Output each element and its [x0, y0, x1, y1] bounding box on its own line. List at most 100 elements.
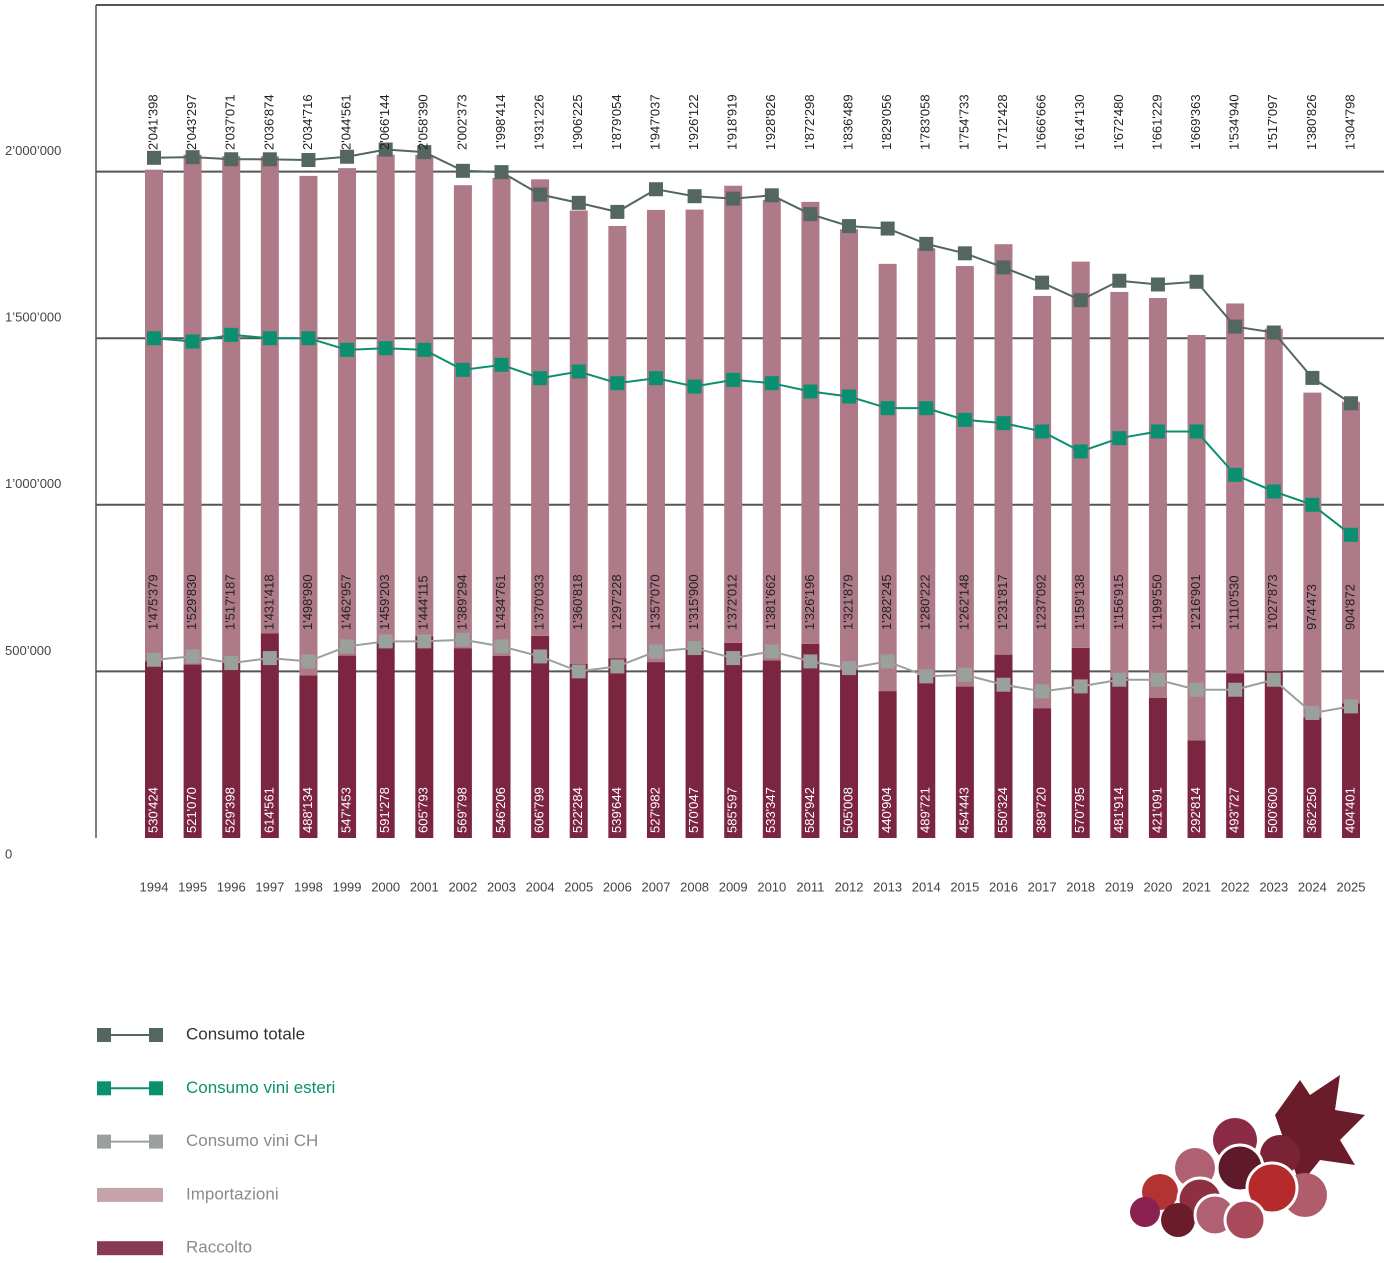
value-label: 1'879'054 — [609, 94, 624, 150]
value-label: 1'237'092 — [1034, 574, 1049, 630]
line-marker — [764, 644, 779, 659]
line-marker — [1150, 277, 1165, 292]
bar-segment — [183, 664, 202, 838]
bar-segment — [569, 663, 588, 838]
value-label: 1'529'830 — [184, 574, 199, 630]
bar-segment — [1110, 677, 1129, 838]
value-label: 1'304'798 — [1342, 94, 1357, 150]
value-label: 488'134 — [300, 787, 315, 833]
value-label: 1'370'033 — [532, 574, 547, 630]
line-marker — [1035, 684, 1050, 699]
value-label: 1'498'980 — [300, 574, 315, 630]
x-tick-label: 2007 — [642, 879, 671, 894]
value-label: 1'872'298 — [802, 94, 817, 150]
value-label: 546'206 — [493, 787, 508, 833]
legend-marker — [149, 1134, 163, 1149]
x-tick-label: 2017 — [1028, 879, 1057, 894]
line-marker — [803, 384, 818, 399]
x-tick-label: 2022 — [1221, 879, 1250, 894]
value-label: 529'398 — [223, 787, 238, 833]
bar-segment — [994, 654, 1013, 838]
line-marker — [571, 195, 586, 210]
line-marker — [1305, 370, 1320, 385]
legend-swatch — [97, 1187, 163, 1202]
line-marker — [803, 654, 818, 669]
line-marker — [224, 152, 239, 167]
line-marker — [687, 641, 702, 656]
x-tick-label: 1996 — [217, 879, 246, 894]
value-label: 550'324 — [995, 787, 1010, 833]
line-marker — [571, 364, 586, 379]
x-tick-label: 2018 — [1066, 879, 1095, 894]
value-label: 522'284 — [570, 787, 585, 833]
line-marker — [494, 357, 509, 372]
bar-segment — [569, 210, 588, 664]
line-marker — [1228, 319, 1243, 334]
value-label: 493'727 — [1227, 787, 1242, 833]
x-tick-label: 2015 — [950, 879, 979, 894]
bar-segment — [724, 642, 743, 838]
x-tick-label: 1994 — [140, 879, 169, 894]
value-label: 1'998'414 — [493, 94, 508, 150]
line-marker — [301, 153, 316, 168]
value-label: 1'297'228 — [609, 574, 624, 630]
bar-segment — [415, 154, 434, 637]
line-marker — [1112, 672, 1127, 687]
line-marker — [610, 204, 625, 219]
bar-segment — [492, 656, 511, 838]
bar-segment — [917, 248, 936, 675]
line-marker — [533, 371, 548, 386]
value-label: 1'389'294 — [454, 574, 469, 630]
line-marker — [1266, 672, 1281, 687]
value-label: 1'517'097 — [1265, 94, 1280, 150]
line-marker — [1073, 679, 1088, 694]
value-label: 570'047 — [686, 787, 701, 833]
value-label: 2'037'071 — [223, 94, 238, 150]
value-label: 1'315'900 — [686, 574, 701, 630]
bar-segment — [955, 266, 974, 687]
value-label: 1'614'130 — [1072, 94, 1087, 150]
value-label: 570'795 — [1072, 787, 1087, 833]
x-tick-label: 2009 — [719, 879, 748, 894]
line-marker — [880, 221, 895, 236]
bar-segment — [1187, 334, 1206, 741]
value-label: 2'043'297 — [184, 94, 199, 150]
bar-segment — [299, 675, 318, 838]
bar-segment — [685, 209, 704, 649]
value-label: 454'443 — [956, 787, 971, 833]
bar-segment — [1342, 703, 1360, 838]
line-marker — [687, 189, 702, 204]
line-marker — [1344, 699, 1358, 714]
bar-segment — [994, 244, 1013, 655]
bar-segment — [878, 691, 897, 838]
line-marker — [803, 207, 818, 222]
value-label: 2'058'390 — [416, 94, 431, 150]
line-marker — [301, 331, 316, 346]
bar-segment — [338, 168, 357, 656]
bar-segment — [376, 154, 395, 641]
line-marker — [417, 342, 432, 357]
bar-segment — [762, 660, 781, 838]
x-tick-label: 2005 — [564, 879, 593, 894]
line-marker — [1189, 274, 1204, 289]
bar-segment — [1033, 295, 1052, 709]
line-marker — [919, 236, 934, 251]
x-tick-label: 2023 — [1259, 879, 1288, 894]
legend-label: Importazioni — [186, 1184, 279, 1203]
line-marker — [996, 416, 1011, 431]
line-marker — [378, 634, 393, 649]
line-marker — [842, 389, 857, 404]
x-tick-label: 2021 — [1182, 879, 1211, 894]
line-marker — [919, 401, 934, 416]
value-label: 1'754'733 — [956, 94, 971, 150]
line-marker — [1189, 424, 1204, 439]
line-marker — [494, 639, 509, 654]
value-label: 605'793 — [416, 787, 431, 833]
line-marker — [648, 644, 663, 659]
legend-marker — [149, 1081, 163, 1096]
bar-segment — [260, 633, 279, 838]
value-label: 1'534'940 — [1227, 94, 1242, 150]
legend-label: Consumo totale — [186, 1024, 305, 1043]
bar-segment — [646, 209, 665, 663]
line-marker — [880, 401, 895, 416]
